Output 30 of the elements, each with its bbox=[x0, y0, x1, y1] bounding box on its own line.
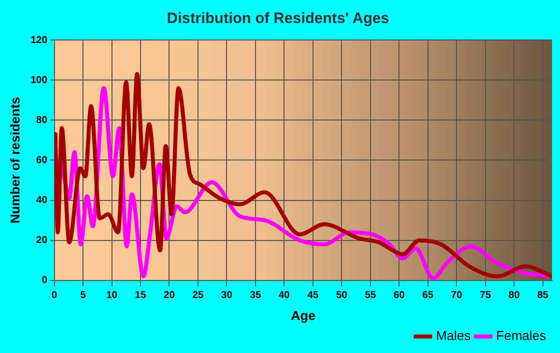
x-tick-label: 50 bbox=[336, 290, 348, 302]
y-tick-label: 120 bbox=[30, 34, 48, 46]
x-tick-label: 35 bbox=[250, 290, 262, 302]
x-tick-label: 40 bbox=[278, 290, 290, 302]
x-tick-label: 60 bbox=[394, 290, 406, 302]
x-tick-label: 75 bbox=[480, 290, 492, 302]
y-tick-label: 20 bbox=[36, 235, 48, 246]
x-tick-label: 45 bbox=[307, 290, 319, 302]
y-tick-label: 60 bbox=[36, 154, 48, 166]
legend-label: Males bbox=[436, 328, 472, 344]
x-tick-label: 55 bbox=[364, 290, 376, 302]
y-tick-label: 0 bbox=[42, 275, 48, 286]
x-tick-label: 80 bbox=[508, 290, 520, 302]
y-axis-title: Number of residents bbox=[7, 96, 22, 224]
x-tick-label: 5 bbox=[80, 290, 86, 302]
x-axis-title: Age bbox=[290, 308, 316, 323]
legend-label: Females bbox=[496, 328, 546, 344]
x-tick-label: 25 bbox=[192, 290, 204, 302]
chart-title: Distribution of Residents' Ages bbox=[166, 10, 390, 28]
x-tick-label: 65 bbox=[422, 290, 434, 302]
x-tick-label: 20 bbox=[164, 290, 176, 302]
x-tick-label: 0 bbox=[52, 290, 58, 302]
y-tick-label: 40 bbox=[36, 195, 48, 206]
x-tick-label: 30 bbox=[221, 290, 233, 302]
x-tick-label: 70 bbox=[451, 290, 463, 302]
x-tick-label: 85 bbox=[537, 290, 549, 302]
x-tick-label: 10 bbox=[106, 290, 118, 302]
x-tick-label: 15 bbox=[134, 290, 146, 302]
y-tick-label: 80 bbox=[36, 114, 48, 126]
y-tick-label: 100 bbox=[30, 74, 48, 86]
